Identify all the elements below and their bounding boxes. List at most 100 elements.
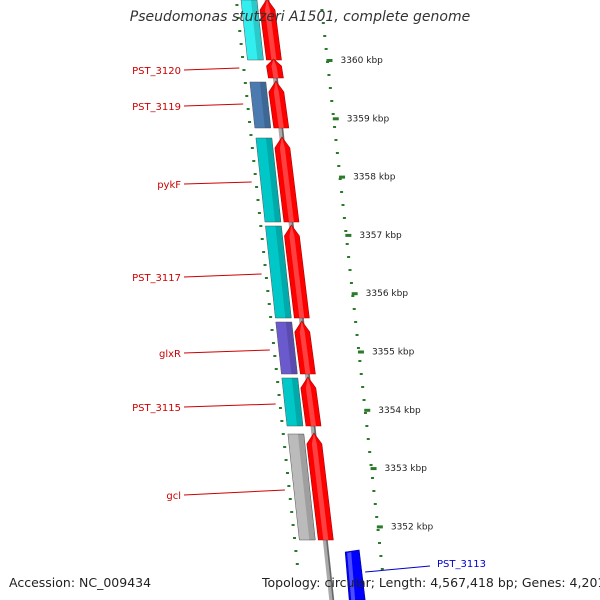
inner-tick [256, 199, 260, 201]
gene-block-shade [265, 138, 281, 222]
gene-block [287, 433, 316, 541]
outer-tick [334, 139, 338, 141]
inner-tick [246, 108, 250, 110]
cds-arrow-shine [289, 225, 305, 318]
inner-tick [243, 82, 247, 84]
gene-label: pykF [157, 180, 181, 191]
leader-line [183, 349, 270, 354]
gene-labels: PST_3120 PST_3119 pykF PST_3117 glxR PST_3115… [132, 66, 285, 502]
inner-tick [283, 446, 287, 448]
inner-tick [267, 303, 271, 305]
major-tick [351, 292, 358, 296]
inner-tick [288, 498, 292, 500]
outer-tick [365, 425, 369, 427]
inner-tick [255, 186, 259, 188]
scale-label: 3356 kbp [366, 289, 409, 299]
inner-tick [287, 485, 291, 487]
cds-arrow [306, 432, 334, 541]
leader-line [183, 103, 244, 107]
cds-arrow-shine [311, 433, 329, 540]
outer-tick [373, 503, 377, 505]
inner-tick [266, 290, 270, 292]
inner-tick [276, 381, 280, 383]
inner-tick [239, 43, 243, 45]
cds-arrow-shine [265, 0, 277, 60]
inner-tick [241, 56, 245, 58]
gene-block [265, 225, 292, 319]
outer-tick [327, 74, 331, 76]
highlighted-gene[interactable]: PST_3113 [344, 549, 486, 600]
major-tick [357, 350, 364, 354]
highlighted-leader-line [365, 565, 431, 573]
inner-tick [264, 277, 268, 279]
scale-label: 3352 kbp [391, 522, 434, 532]
outer-tick [324, 48, 328, 50]
scale-label: 3359 kbp [347, 114, 390, 124]
leader-line [183, 489, 285, 496]
inner-tick [273, 355, 277, 357]
outer-tick [379, 555, 383, 557]
highlighted-gene-block [344, 549, 366, 600]
major-tick [339, 175, 346, 179]
inner-tick [259, 225, 263, 227]
major-tick [376, 525, 383, 529]
scale-label: 3354 kbp [378, 406, 421, 416]
outer-tick [342, 217, 346, 219]
major-tick [332, 117, 339, 121]
major-tick [364, 408, 371, 412]
outer-tick [348, 269, 352, 271]
outer-tick [354, 321, 358, 323]
gene-block-shade [251, 0, 264, 60]
gene-block [281, 377, 304, 427]
outer-tick [349, 282, 353, 284]
inner-tick [242, 69, 246, 71]
cds-arrow [266, 58, 284, 79]
gene-block [240, 0, 264, 61]
cds-arrow-shine [305, 377, 317, 426]
cds-arrow-shine [273, 81, 284, 128]
inner-tick [245, 95, 249, 97]
cds-arrow-shine [299, 321, 311, 374]
major-tick [326, 59, 333, 62]
outer-tick [372, 490, 376, 492]
gene-block [275, 321, 298, 375]
gene-label: PST_3119 [132, 102, 181, 113]
gene-label: PST_3117 [132, 273, 181, 284]
leader-line [183, 67, 240, 71]
inner-tick [252, 160, 256, 162]
inner-tick [280, 420, 284, 422]
inner-tick [284, 459, 288, 461]
inner-tick [249, 134, 253, 136]
leader-line [183, 273, 262, 278]
outer-tick [337, 165, 341, 167]
outer-tick [369, 464, 373, 466]
inner-tick [253, 173, 257, 175]
highlighted-gene-shine [347, 552, 356, 600]
cds-arrow [300, 376, 322, 427]
outer-tick [366, 438, 370, 440]
outer-tick [328, 87, 332, 89]
outer-tick [344, 230, 348, 232]
gene-label: PST_3115 [132, 403, 181, 414]
cds-arrow [274, 136, 300, 223]
genome-summary-text: Topology: circular; Length: 4,567,418 bp… [262, 575, 600, 590]
inner-tick [295, 563, 299, 565]
outer-tick [358, 360, 362, 362]
gene-block [255, 137, 282, 223]
inner-tick [262, 251, 266, 253]
inner-tick [291, 524, 295, 526]
outer-tick [347, 256, 351, 258]
inner-tick [271, 342, 275, 344]
outer-tick [320, 9, 324, 11]
outer-tick [335, 152, 339, 154]
inner-tick [238, 30, 242, 32]
inner-tick [294, 550, 298, 552]
outer-tick [361, 386, 365, 388]
inner-tick [236, 17, 240, 19]
outer-tick [330, 100, 334, 102]
outer-tick [380, 568, 384, 570]
outer-tick [355, 334, 359, 336]
inner-tick [292, 537, 296, 539]
inner-tick [270, 329, 274, 331]
major-tick [345, 233, 352, 237]
